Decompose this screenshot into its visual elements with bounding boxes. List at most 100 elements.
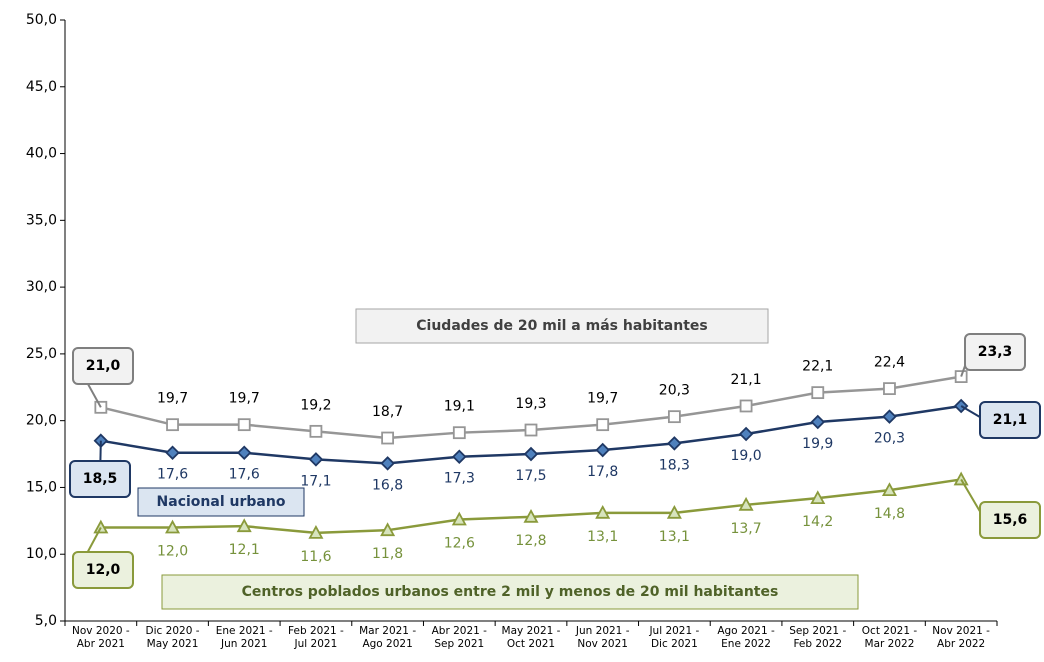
data-label: 15,6: [993, 512, 1028, 528]
data-label: 19,0: [730, 448, 761, 464]
x-tick-label: Nov 2021 - Abr 2022: [932, 625, 990, 650]
data-label: 19,7: [587, 391, 618, 407]
y-tick-label: 35,0: [26, 212, 57, 228]
marker: [452, 426, 466, 440]
data-label: 22,4: [874, 355, 905, 371]
data-label: 18,5: [83, 471, 118, 487]
data-label: 17,6: [229, 467, 260, 483]
data-label: 12,1: [229, 542, 260, 558]
marker: [166, 418, 179, 432]
marker: [881, 482, 897, 497]
y-tick-label: 20,0: [26, 413, 57, 429]
marker: [953, 471, 969, 486]
data-label: 18,3: [659, 457, 690, 473]
x-tick-label: Mar 2021 - Ago 2021: [359, 625, 417, 650]
data-label: 17,3: [444, 471, 475, 487]
x-tick-label: Ago 2021 - Ene 2022: [717, 625, 775, 650]
marker: [667, 436, 682, 451]
marker: [811, 386, 825, 400]
data-label: 19,2: [300, 397, 331, 413]
data-label: 16,8: [372, 477, 403, 493]
callout-box: [69, 460, 131, 498]
data-label: 14,8: [874, 506, 905, 522]
data-label: 23,3: [978, 344, 1013, 360]
marker: [810, 414, 826, 430]
data-label: 11,8: [372, 546, 403, 562]
y-tick-label: 15,0: [26, 479, 57, 495]
data-label: 13,1: [587, 529, 618, 545]
data-label: 20,3: [874, 431, 905, 447]
data-label: 17,6: [157, 467, 188, 483]
data-label: 19,7: [229, 391, 260, 407]
marker: [595, 442, 610, 458]
marker: [381, 431, 395, 445]
marker: [308, 452, 324, 467]
series-name-box: [161, 574, 859, 610]
data-label: 19,7: [157, 391, 188, 407]
series-name: Centros poblados urbanos entre 2 mil y m…: [242, 584, 779, 600]
y-tick-label: 25,0: [26, 346, 57, 362]
series-name: Nacional urbano: [157, 494, 286, 510]
marker: [667, 410, 681, 424]
callout-box: [72, 551, 134, 589]
data-label: 21,0: [86, 358, 121, 374]
callout-box: [979, 501, 1041, 539]
marker: [810, 490, 826, 505]
marker: [883, 382, 896, 396]
marker: [93, 519, 109, 534]
marker: [380, 522, 396, 537]
marker: [739, 399, 753, 413]
x-tick-label: Feb 2021 - Jul 2021: [288, 625, 344, 650]
marker: [380, 456, 395, 471]
marker: [237, 418, 251, 432]
x-tick-label: Sep 2021 - Feb 2022: [789, 625, 847, 650]
x-tick-label: Oct 2021 - Mar 2022: [861, 625, 918, 650]
x-tick-label: Jul 2021 - Dic 2021: [649, 625, 700, 650]
callout-box: [964, 333, 1026, 371]
data-label: 17,1: [300, 473, 331, 489]
data-label: 13,7: [730, 521, 761, 537]
callout-box: [72, 347, 134, 385]
series-name: Ciudades de 20 mil a más habitantes: [416, 318, 707, 334]
x-tick-label: May 2021 - Oct 2021: [501, 625, 561, 650]
marker: [523, 446, 539, 462]
data-label: 14,2: [802, 514, 833, 530]
marker: [524, 423, 538, 437]
data-label: 21,1: [730, 372, 761, 388]
marker: [451, 511, 467, 526]
data-label: 19,1: [444, 399, 475, 415]
data-label: 12,0: [86, 562, 121, 578]
x-tick-label: Abr 2021 - Sep 2021: [431, 625, 487, 650]
marker: [595, 504, 611, 519]
data-label: 21,1: [993, 412, 1028, 428]
marker: [523, 508, 539, 523]
data-label: 17,5: [515, 468, 546, 484]
marker: [738, 426, 754, 442]
marker: [452, 449, 467, 464]
marker: [309, 424, 323, 438]
data-label: 19,9: [802, 436, 833, 452]
y-tick-label: 45,0: [26, 79, 57, 95]
data-label: 12,6: [444, 535, 475, 551]
marker: [236, 445, 252, 460]
y-tick-label: 30,0: [26, 279, 57, 295]
marker: [666, 504, 682, 519]
y-tick-label: 5,0: [35, 613, 57, 629]
data-label: 18,7: [372, 404, 403, 420]
data-label: 22,1: [802, 359, 833, 375]
marker: [165, 445, 180, 460]
series-name-box: [355, 308, 769, 344]
marker: [596, 418, 610, 432]
data-label: 19,3: [515, 396, 546, 412]
marker: [738, 496, 754, 511]
marker: [236, 518, 252, 533]
marker: [882, 409, 897, 424]
x-tick-label: Dic 2020 - May 2021: [145, 625, 200, 650]
x-tick-label: Jun 2021 - Nov 2021: [575, 625, 630, 650]
y-tick-label: 40,0: [26, 146, 57, 162]
marker: [308, 524, 324, 539]
data-label: 11,6: [300, 549, 331, 565]
callout-box: [979, 401, 1041, 439]
marker: [165, 519, 181, 534]
